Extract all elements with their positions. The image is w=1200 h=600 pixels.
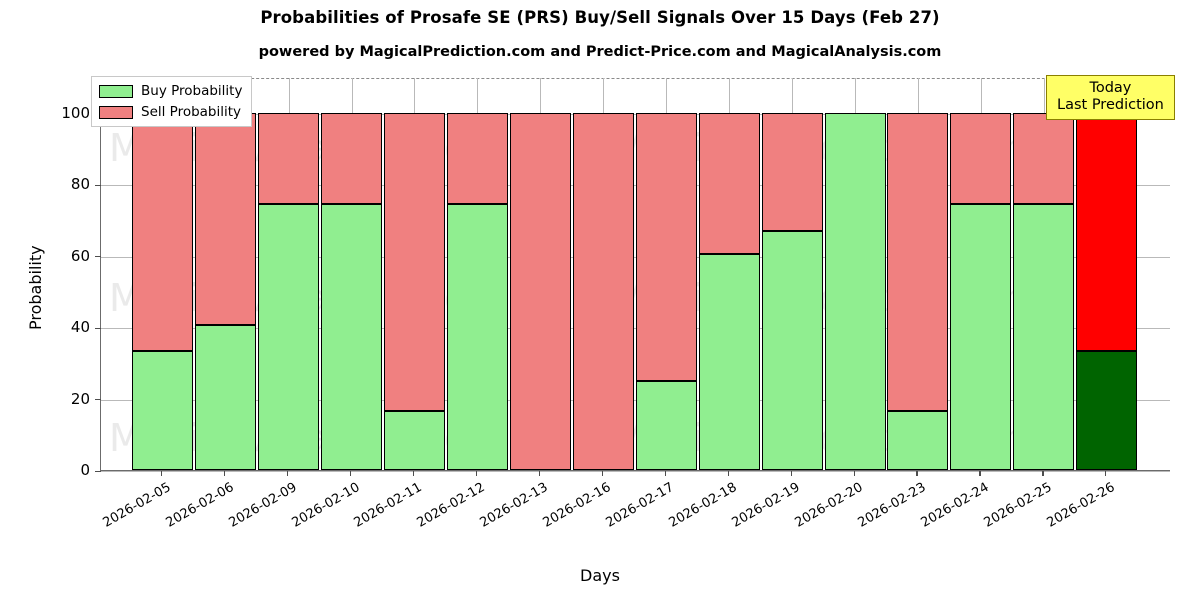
x-tick-mark [224, 471, 226, 476]
bar-segment-buy[interactable] [635, 380, 697, 470]
bar-2026-02-13[interactable] [509, 77, 571, 470]
x-tick-mark [727, 471, 729, 476]
bar-segment-buy[interactable] [446, 203, 508, 470]
bar-2026-02-06[interactable] [195, 77, 257, 470]
legend-label-sell: Sell Probability [141, 104, 242, 120]
bar-2026-02-09[interactable] [258, 77, 320, 470]
legend-swatch-sell [99, 105, 133, 119]
bar-segment-buy[interactable] [824, 112, 886, 470]
y-tick-label: 20 [70, 389, 90, 408]
x-tick-mark [853, 471, 855, 476]
gridline-horizontal [101, 399, 1170, 401]
bar-segment-sell[interactable] [446, 112, 508, 204]
bar-segment-buy[interactable] [320, 203, 383, 470]
bar-segment-sell[interactable] [383, 112, 445, 411]
bar-2026-02-20[interactable] [824, 77, 886, 470]
today-annotation-line2: Last Prediction [1057, 97, 1164, 114]
bar-segment-buy[interactable] [132, 351, 194, 470]
chart-title: Probabilities of Prosafe SE (PRS) Buy/Se… [260, 8, 940, 27]
legend-label-buy: Buy Probability [141, 83, 243, 99]
today-annotation: Today Last Prediction [1046, 75, 1175, 121]
y-tick-label: 100 [61, 103, 90, 122]
y-axis-label: Probability [26, 245, 45, 330]
x-tick-mark [1105, 471, 1107, 476]
legend-swatch-buy [99, 84, 133, 98]
x-tick-mark [664, 471, 666, 476]
x-tick-mark [916, 471, 918, 476]
gridline-horizontal [101, 185, 1170, 187]
y-tick-mark [95, 470, 101, 472]
bar-2026-02-24[interactable] [950, 77, 1012, 470]
x-tick-mark [790, 471, 792, 476]
today-annotation-line1: Today [1089, 80, 1132, 96]
bar-segment-buy[interactable] [761, 230, 823, 470]
reference-dashed-line [101, 78, 1170, 79]
y-tick-label: 40 [70, 318, 90, 337]
bar-segment-sell[interactable] [635, 112, 697, 381]
x-tick-mark [979, 471, 981, 476]
x-tick-mark [412, 471, 415, 476]
bar-segment-buy[interactable] [195, 325, 257, 470]
legend-item-buy: Buy Probability [99, 83, 242, 99]
bar-segment-buy[interactable] [950, 203, 1012, 470]
bar-segment-sell[interactable] [1013, 112, 1075, 204]
bar-2026-02-23[interactable] [887, 77, 949, 470]
bar-2026-02-11[interactable] [383, 77, 445, 470]
y-tick-mark [95, 184, 101, 186]
x-tick-mark [161, 471, 163, 476]
bar-segment-sell[interactable] [1076, 112, 1138, 352]
bar-2026-02-16[interactable] [572, 77, 634, 470]
bar-segment-buy[interactable] [887, 410, 949, 470]
y-tick-mark [95, 256, 101, 258]
bar-segment-sell[interactable] [320, 112, 383, 204]
legend-item-sell: Sell Probability [99, 104, 242, 120]
bar-segment-sell[interactable] [509, 112, 571, 470]
bar-segment-buy[interactable] [698, 253, 760, 470]
bar-2026-02-25[interactable] [1013, 77, 1075, 470]
bar-segment-sell[interactable] [195, 112, 257, 326]
y-tick-mark [95, 327, 101, 329]
chart-subtitle: powered by MagicalPrediction.com and Pre… [258, 44, 942, 60]
bar-segment-sell[interactable] [572, 112, 634, 470]
chart-legend: Buy Probability Sell Probability [91, 76, 253, 127]
bar-segment-sell[interactable] [887, 112, 949, 411]
bar-segment-buy[interactable] [258, 203, 320, 470]
y-tick-label: 0 [80, 461, 90, 479]
gridline-horizontal [101, 256, 1170, 258]
y-tick-mark [95, 399, 101, 401]
bar-segment-buy[interactable] [1076, 351, 1138, 470]
plot-area: MagicalAnalysis.comMagicalPrediction.com… [100, 77, 1170, 472]
x-tick-mark [475, 471, 478, 476]
bar-segment-sell[interactable] [761, 112, 823, 231]
x-tick-mark [287, 471, 289, 476]
bar-segment-buy[interactable] [1013, 203, 1075, 470]
x-tick-mark [601, 471, 603, 476]
y-tick-label: 60 [70, 246, 90, 265]
bar-segment-sell[interactable] [132, 112, 194, 352]
gridline-horizontal [101, 113, 1170, 115]
x-tick-mark [538, 471, 541, 476]
bar-2026-02-12[interactable] [446, 77, 508, 470]
bar-segment-sell[interactable] [258, 112, 320, 204]
x-axis-label: Days [580, 566, 620, 585]
bar-segment-sell[interactable] [698, 112, 760, 254]
gridline-horizontal [101, 328, 1170, 330]
bar-2026-02-19[interactable] [761, 77, 823, 470]
x-tick-mark [350, 471, 352, 476]
bar-2026-02-18[interactable] [698, 77, 760, 470]
bar-segment-sell[interactable] [950, 112, 1012, 204]
y-tick-label: 80 [70, 175, 90, 194]
gridline-horizontal [101, 471, 1170, 472]
bar-segment-buy[interactable] [383, 410, 445, 470]
x-tick-mark [1042, 471, 1044, 476]
bar-2026-02-05[interactable] [132, 77, 194, 470]
bar-2026-02-26[interactable] [1076, 77, 1138, 470]
bar-2026-02-17[interactable] [635, 77, 697, 470]
bar-2026-02-10[interactable] [320, 77, 383, 470]
